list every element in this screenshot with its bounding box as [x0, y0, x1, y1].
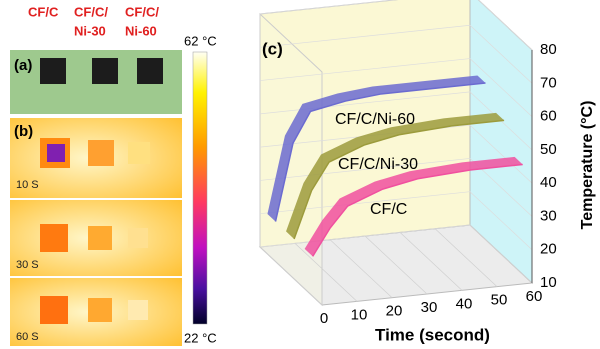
- hot-spot: [128, 142, 150, 164]
- y-tick-label: 20: [540, 241, 557, 258]
- y-tick-label: 40: [540, 174, 557, 191]
- hot-spot: [88, 298, 112, 322]
- hot-spot: [40, 224, 68, 252]
- y-tick-label: 30: [540, 207, 557, 224]
- grid-line: [259, 91, 533, 151]
- sample-label: CF/C/: [74, 4, 108, 19]
- time-label: 60 S: [16, 331, 39, 343]
- series-label: CF/C/Ni-60: [335, 111, 415, 128]
- y-tick-label: 80: [540, 41, 557, 58]
- grid-line: [259, 246, 323, 306]
- time-label: 30 S: [16, 259, 39, 271]
- sample-label: CF/C: [28, 4, 59, 19]
- hot-spot: [128, 228, 148, 248]
- x-tick-label: 20: [386, 303, 403, 320]
- grid-line: [399, 232, 463, 291]
- series-line: [293, 119, 505, 240]
- grid-line: [259, 191, 533, 250]
- photo-header: [10, 28, 182, 50]
- ribbon-face: [304, 156, 523, 257]
- x-tick-label: 0: [320, 310, 328, 327]
- sample: [92, 58, 118, 84]
- chart-3d: 10 20 30 40 50 60 70 80 0 10 20 30 40 50 60 (c) Time (se…: [258, 0, 596, 344]
- series-line: [274, 82, 486, 222]
- grid-line: [434, 228, 498, 287]
- grid-line: [364, 235, 428, 295]
- y-tick-label: 70: [540, 74, 557, 91]
- colorbar: [192, 51, 208, 325]
- x-axis-title: Time (second): [375, 325, 490, 344]
- hot-spot: [128, 300, 148, 320]
- x-tick-label: 30: [421, 299, 438, 316]
- series-label: CF/C: [370, 201, 407, 218]
- panel-label: (b): [14, 123, 33, 140]
- y-tick-label: 50: [540, 141, 557, 158]
- sample-label: Ni-60: [125, 23, 157, 38]
- grid-line: [259, 158, 533, 217]
- sample: [40, 58, 66, 84]
- grid-line: [329, 239, 393, 298]
- x-tick-label: 40: [456, 295, 473, 312]
- y-tick-label: 10: [540, 274, 557, 291]
- x-tick-label: 10: [351, 306, 368, 323]
- y-axis-title: Temperature (°C): [579, 101, 596, 230]
- hot-spot: [47, 144, 65, 162]
- x-tick-label: 50: [491, 292, 508, 309]
- series-label: CF/C/Ni-30: [338, 156, 418, 173]
- series-line: [312, 163, 523, 257]
- sample-label: CF/C/: [125, 4, 159, 19]
- grid-line: [469, 224, 533, 284]
- grid-line: [259, 24, 533, 84]
- hot-spot: [88, 226, 112, 250]
- hot-spot: [88, 140, 114, 166]
- colorbar-min: 22 °C: [184, 330, 217, 345]
- time-label: 10 S: [16, 179, 39, 191]
- y-tick-label: 60: [540, 108, 557, 125]
- x-tick-label: 60: [526, 288, 543, 305]
- sample: [137, 58, 163, 84]
- panel-label: (c): [262, 39, 283, 58]
- grid-line: [294, 243, 358, 302]
- colorbar-max: 62 °C: [184, 33, 217, 48]
- panel-label: (a): [14, 57, 32, 74]
- grid-line: [259, 0, 533, 51]
- grid-line: [259, 58, 533, 117]
- sample-label: Ni-30: [74, 23, 106, 38]
- hot-spot: [40, 296, 68, 324]
